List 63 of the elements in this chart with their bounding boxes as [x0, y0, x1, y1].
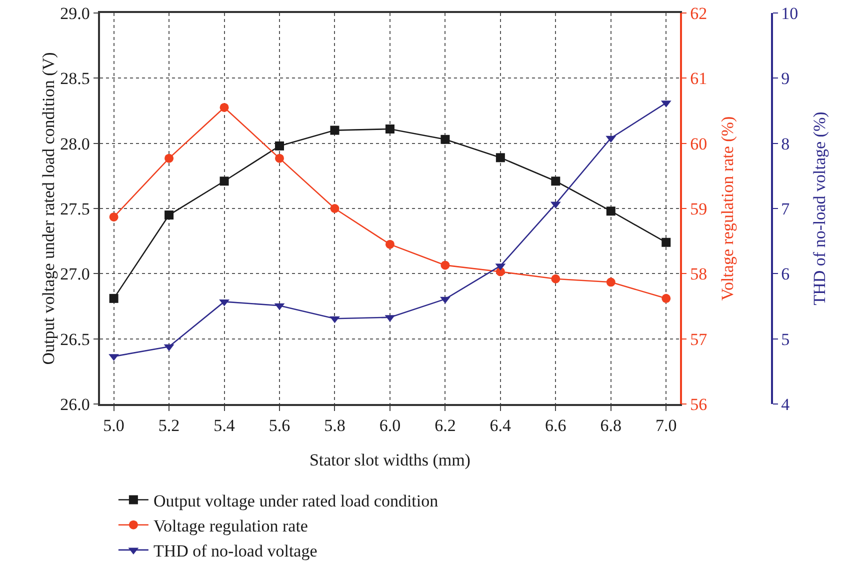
point	[109, 212, 118, 222]
y2-tick-label: 61	[690, 69, 708, 88]
point	[330, 204, 340, 213]
x-tick-label: 6.0	[379, 416, 401, 436]
y-tick-label: 29.0	[60, 4, 90, 23]
y3-tick-label: 4	[781, 394, 790, 414]
legend-label: THD of no-load voltage	[153, 542, 318, 561]
point	[496, 153, 505, 162]
y-tick-label: 28.5	[60, 69, 90, 88]
y2-tick-label: 58	[690, 264, 708, 284]
point	[385, 124, 394, 134]
x-tick-label: 5.6	[268, 416, 290, 436]
point	[275, 141, 284, 150]
y2-tick-label: 59	[690, 199, 708, 218]
legend-label: Voltage regulation rate	[153, 516, 308, 536]
legend-label: Output voltage under rated load condition	[153, 491, 439, 510]
point	[385, 240, 394, 249]
x-tick-label: 6.6	[545, 416, 566, 436]
point	[606, 278, 616, 287]
x-tick-label: 5.0	[103, 416, 124, 436]
point	[551, 176, 560, 186]
point	[330, 126, 340, 135]
x-axis-title: Stator slot widths (mm)	[309, 450, 470, 470]
y2-tick-label: 62	[690, 4, 708, 23]
point	[219, 299, 230, 306]
point	[164, 210, 174, 220]
point	[440, 134, 450, 144]
y2-axis-title: Voltage regulation rate (%)	[718, 116, 737, 301]
x-tick-label: 5.8	[324, 416, 346, 436]
y3-tick-label: 10	[781, 4, 798, 23]
y-tick-label: 28.0	[60, 134, 90, 154]
y3-tick-label: 7	[781, 199, 790, 218]
y-tick-label: 26.5	[60, 330, 90, 349]
y3-axis-title: THD of no-load voltage (%)	[810, 112, 829, 306]
y3-tick-label: 8	[781, 134, 790, 154]
point	[109, 294, 118, 303]
x-tick-label: 6.8	[600, 416, 622, 436]
point	[164, 154, 174, 163]
x-tick-label: 7.0	[656, 416, 677, 436]
point	[551, 274, 560, 284]
point	[440, 260, 450, 270]
x-tick-label: 5.4	[214, 416, 236, 436]
point	[606, 206, 616, 216]
y2-tick-label: 60	[690, 134, 708, 154]
y2-tick-label: 57	[690, 330, 708, 349]
point	[440, 296, 450, 304]
y-tick-label: 27.5	[60, 199, 90, 218]
y2-tick-label: 56	[690, 394, 708, 414]
y3-tick-label: 5	[781, 330, 790, 349]
point	[662, 238, 671, 247]
point	[220, 102, 229, 112]
x-tick-label: 6.2	[434, 416, 456, 436]
y3-tick-label: 9	[781, 69, 790, 88]
x-tick-label: 6.4	[490, 416, 512, 436]
y-tick-label: 26.0	[60, 394, 90, 414]
point	[330, 316, 340, 324]
y-tick-label: 27.0	[60, 264, 90, 284]
point	[662, 294, 671, 303]
y-axis-title: Output voltage under rated load condition (V)	[39, 52, 58, 365]
y3-tick-label: 6	[781, 264, 790, 284]
point	[275, 154, 284, 163]
x-tick-label: 5.2	[158, 416, 180, 436]
point	[220, 176, 229, 186]
